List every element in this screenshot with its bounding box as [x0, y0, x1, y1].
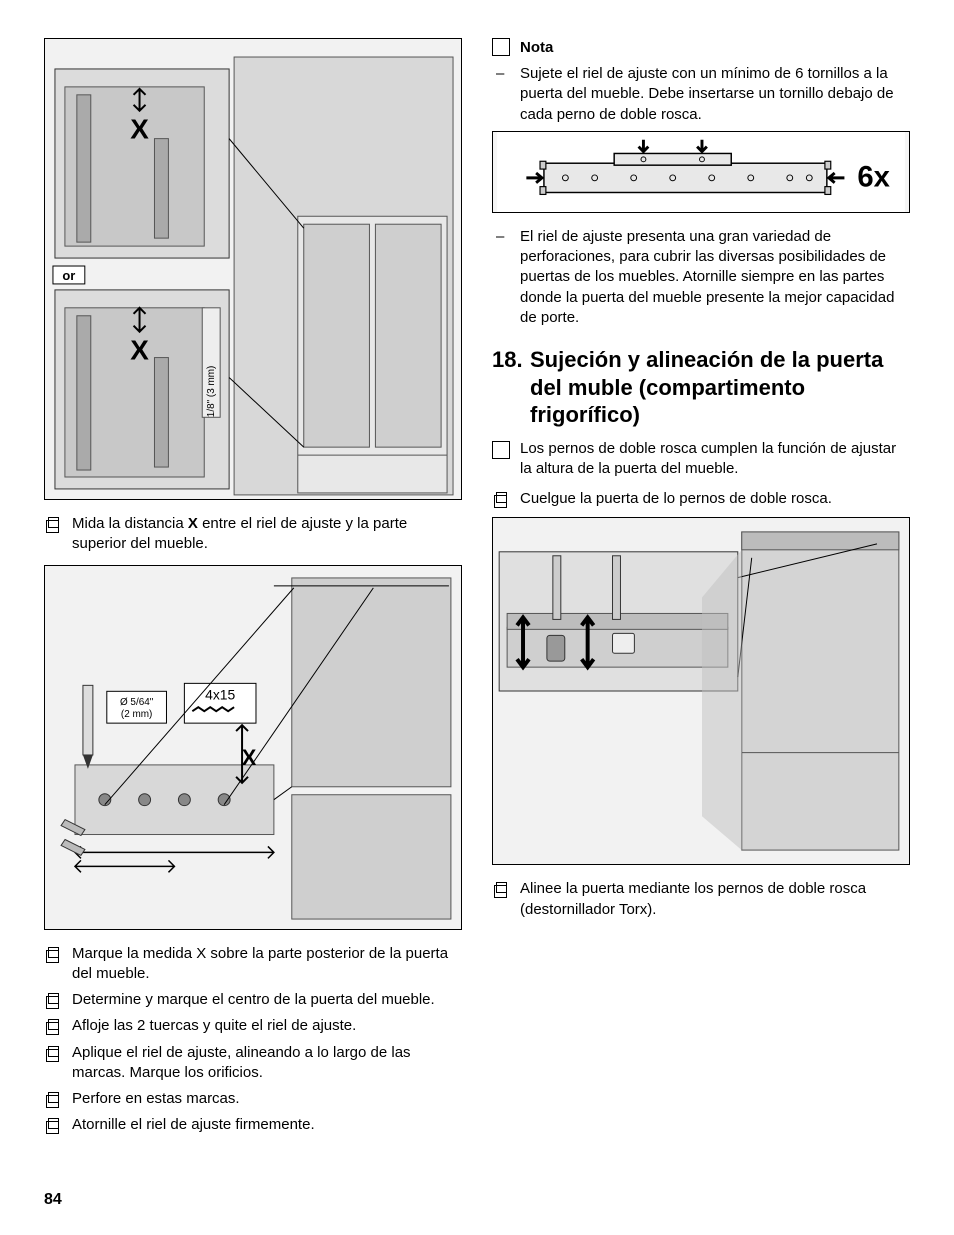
bullet-icon	[44, 944, 72, 985]
label-dim: 1/8" (3 mm)	[206, 366, 217, 418]
bullet-icon	[492, 489, 520, 509]
bullet-icon	[44, 514, 72, 555]
figure-hang-align-door	[492, 517, 910, 865]
label-x-top: X	[130, 114, 149, 145]
step-drill: Perfore en estas marcas.	[44, 1089, 462, 1109]
note-item-2: – El riel de ajuste presenta una gran va…	[492, 227, 910, 328]
note-box-icon	[492, 38, 510, 56]
figure-2-svg: Ø 5/64" (2 mm) 4x15 X	[45, 566, 461, 929]
section-number: 18.	[492, 346, 530, 429]
step-text: Marque la medida X sobre la parte poster…	[72, 944, 462, 985]
label-drill: Ø 5/64"	[120, 697, 154, 708]
note-text: Sujete el riel de ajuste con un mínimo d…	[520, 64, 910, 125]
figure-measure-distance-x: X or X 1/8" (3 mm)	[44, 38, 462, 500]
section-intro: Los pernos de doble rosca cumplen la fun…	[492, 439, 910, 480]
note-text: El riel de ajuste presenta una gran vari…	[520, 227, 910, 328]
step-loosen: Afloje las 2 tuercas y quite el riel de …	[44, 1016, 462, 1036]
left-column: X or X 1/8" (3 mm)	[44, 38, 462, 1142]
note-label: Nota	[520, 39, 553, 56]
step-screw-rail: Atornille el riel de ajuste firmemente.	[44, 1115, 462, 1135]
bullet-icon	[492, 879, 520, 920]
label-x-bottom: X	[130, 335, 149, 366]
bullet-icon	[44, 1043, 72, 1084]
right-column: Nota – Sujete el riel de ajuste con un m…	[492, 38, 910, 1142]
label-6x: 6x	[857, 161, 890, 193]
note-header: Nota	[492, 38, 910, 56]
label-x2: X	[242, 744, 257, 769]
step-text: Aplique el riel de ajuste, alineando a l…	[72, 1043, 462, 1084]
bold-x: X	[188, 515, 198, 532]
step-text: Perfore en estas marcas.	[72, 1089, 462, 1109]
indent-box-icon	[492, 441, 510, 459]
dash-icon: –	[492, 227, 520, 328]
step-text: Determine y marque el centro de la puert…	[72, 990, 462, 1010]
step-measure-x: Mida la distancia X entre el riel de aju…	[44, 514, 462, 555]
figure-4-svg	[493, 518, 909, 864]
bullet-icon	[44, 1016, 72, 1036]
label-screw: 4x15	[205, 686, 235, 702]
note-item-1: – Sujete el riel de ajuste con un mínimo…	[492, 64, 910, 125]
label-drill2: (2 mm)	[121, 709, 152, 720]
figure-mark-drill: Ø 5/64" (2 mm) 4x15 X	[44, 565, 462, 930]
step-apply-rail: Aplique el riel de ajuste, alineando a l…	[44, 1043, 462, 1084]
step-text: Mida la distancia X entre el riel de aju…	[72, 514, 462, 555]
step-align-door: Alinee la puerta mediante los pernos de …	[492, 879, 910, 920]
step-text: Alinee la puerta mediante los pernos de …	[520, 879, 910, 920]
step-hang-door: Cuelgue la puerta de lo pernos de doble …	[492, 489, 910, 509]
bullet-icon	[44, 1089, 72, 1109]
page-number: 84	[44, 1191, 62, 1209]
intro-text: Los pernos de doble rosca cumplen la fun…	[520, 439, 910, 480]
step-mark-x: Marque la medida X sobre la parte poster…	[44, 944, 462, 985]
figure-1-svg: X or X 1/8" (3 mm)	[45, 39, 461, 499]
section-title: Sujeción y alineación de la puerta del m…	[530, 346, 910, 429]
bullet-icon	[44, 1115, 72, 1135]
step-text: Afloje las 2 tuercas y quite el riel de …	[72, 1016, 462, 1036]
dash-icon: –	[492, 64, 520, 125]
figure-rail-6x: 6x	[492, 131, 910, 213]
figure-3-svg: 6x	[493, 132, 909, 212]
section-18-heading: 18. Sujeción y alineación de la puerta d…	[492, 346, 910, 429]
step-mark-center: Determine y marque el centro de la puert…	[44, 990, 462, 1010]
bullet-icon	[44, 990, 72, 1010]
step-text: Atornille el riel de ajuste firmemente.	[72, 1115, 462, 1135]
step-text: Cuelgue la puerta de lo pernos de doble …	[520, 489, 910, 509]
label-or: or	[62, 268, 75, 283]
